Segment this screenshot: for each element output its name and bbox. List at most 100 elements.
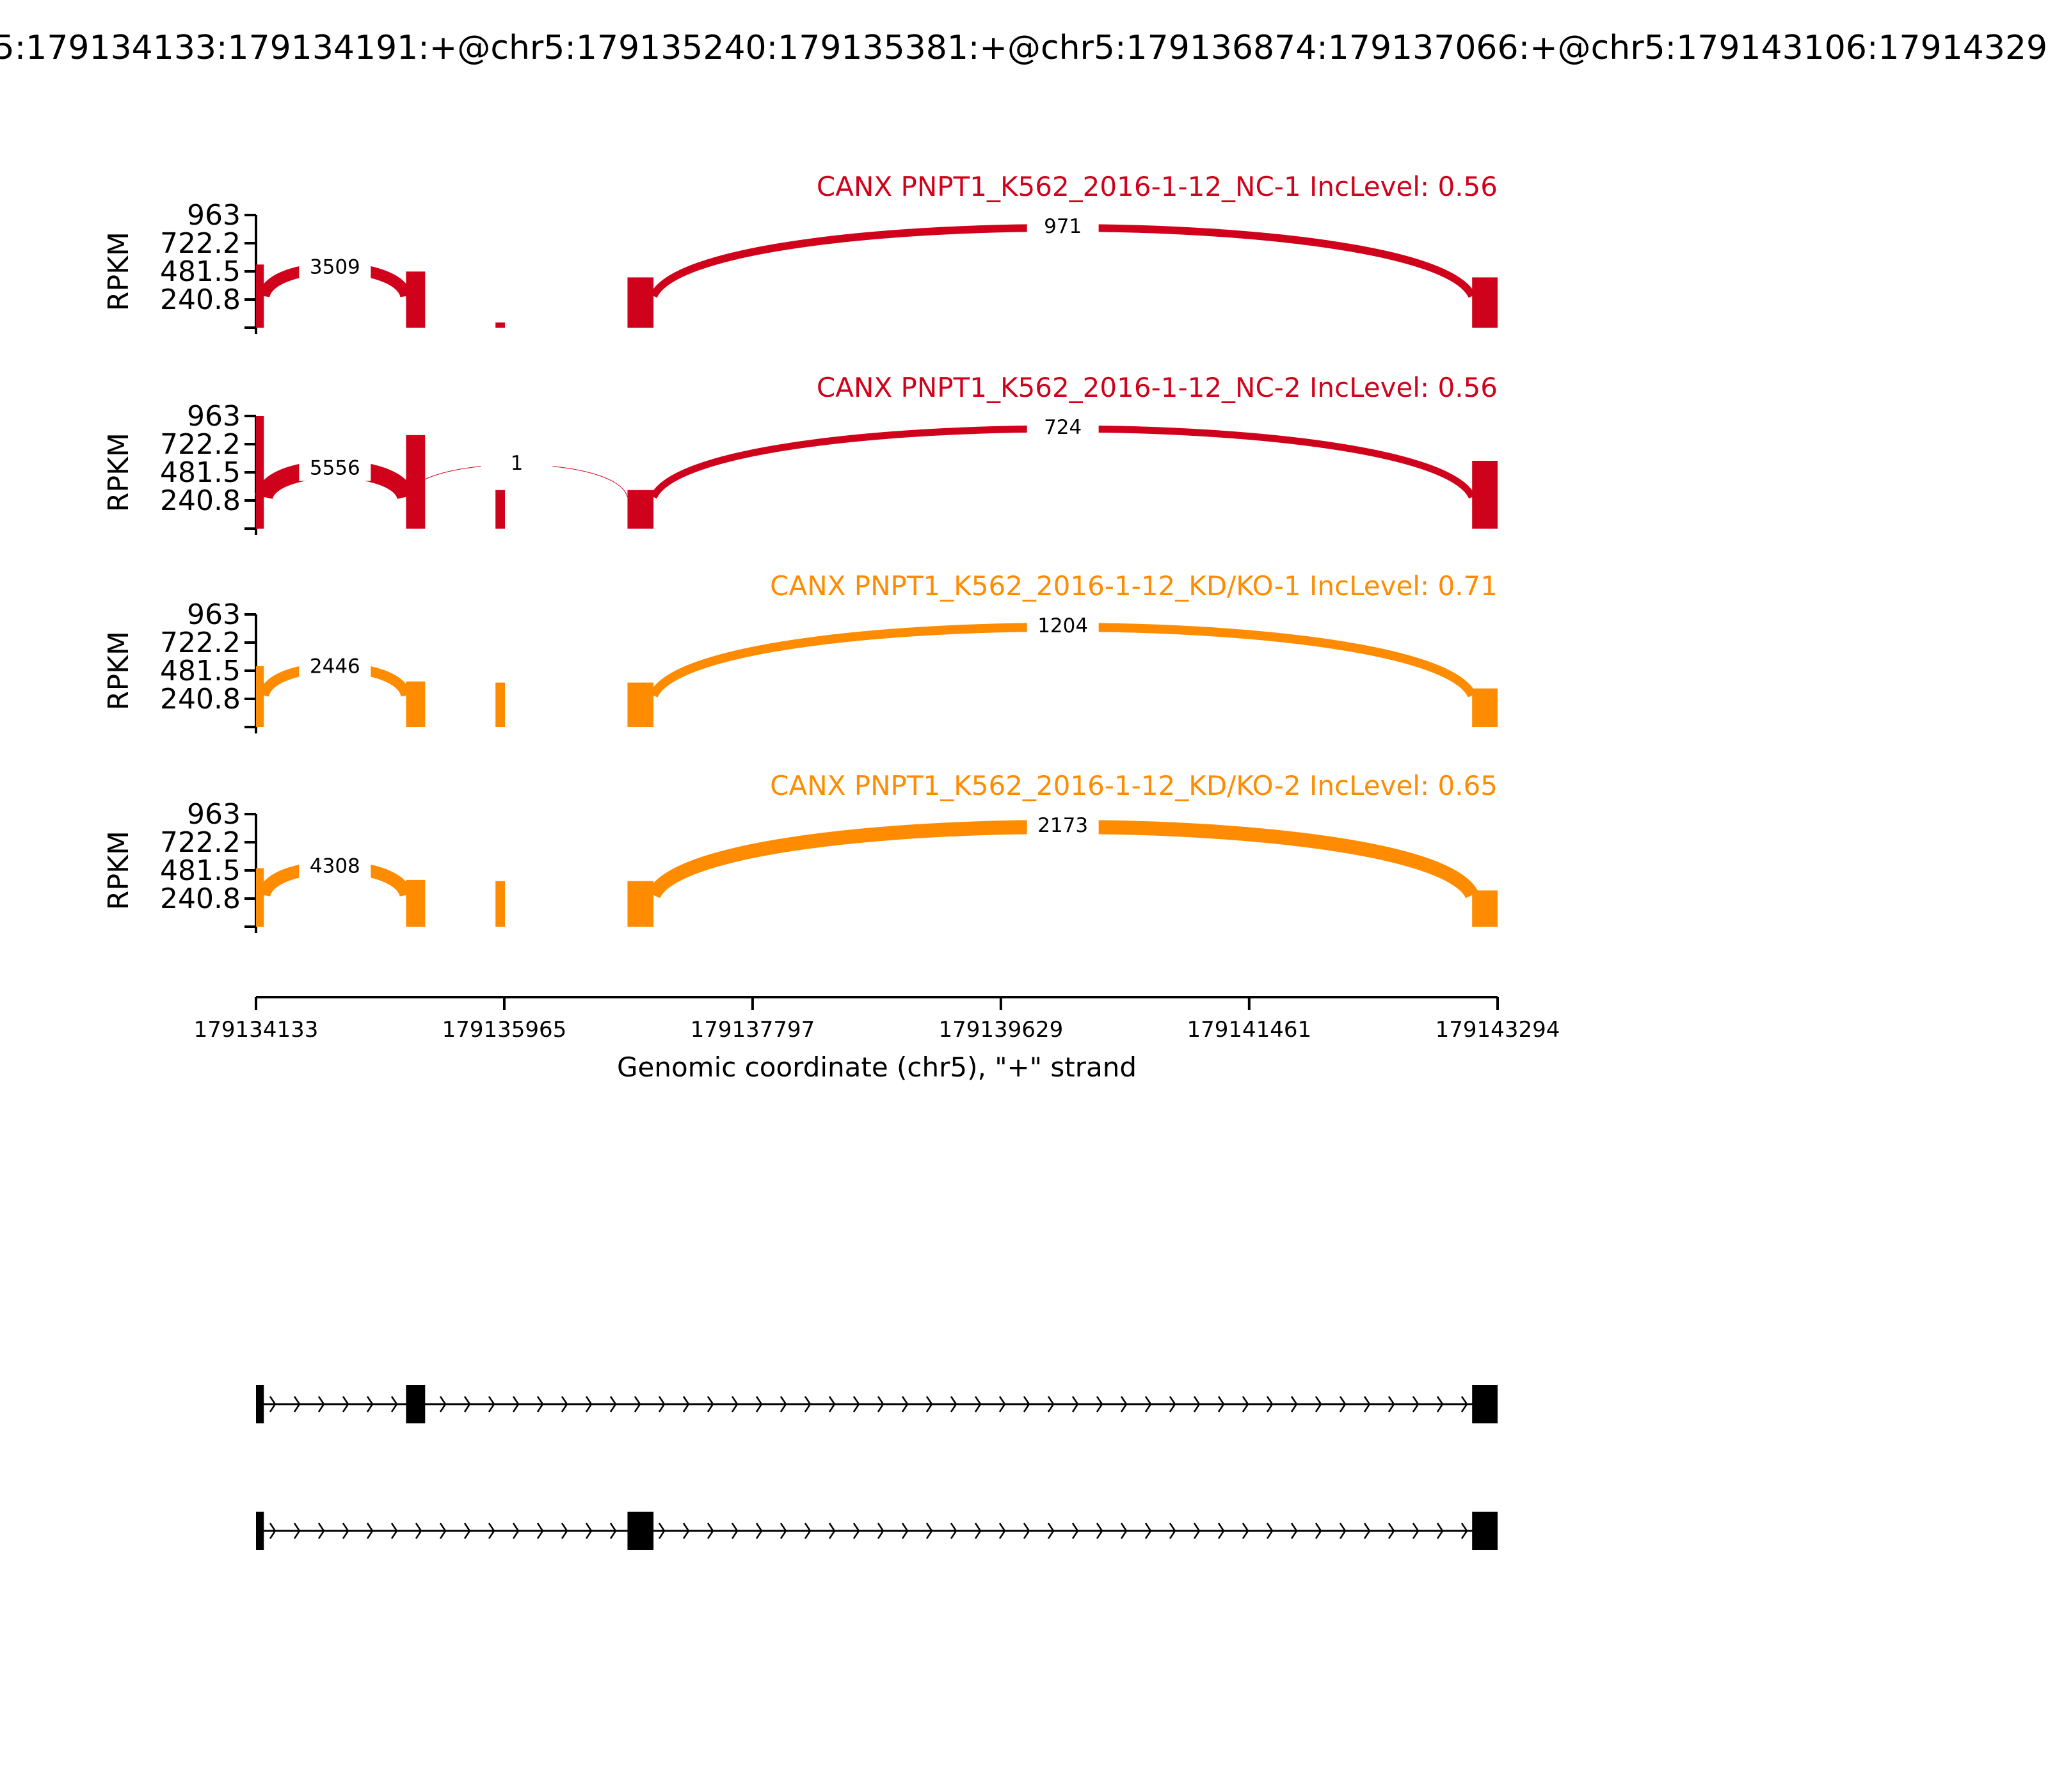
strand-arrow (269, 1396, 276, 1412)
y-axis-label: RPKM (102, 831, 135, 910)
y-tick-label: 240.8 (160, 284, 241, 316)
strand-arrow (658, 1396, 666, 1412)
strand-arrow (1096, 1396, 1103, 1412)
plot-title: chr5:179134133:179134191:+@chr5:17913524… (0, 29, 2048, 67)
strand-arrow (1144, 1523, 1152, 1539)
strand-arrow (366, 1396, 374, 1412)
coverage-block (256, 264, 264, 328)
x-axis-label: Genomic coordinate (chr5), "+" strand (617, 1052, 1137, 1083)
junction-label-bg (1027, 212, 1099, 239)
strand-arrow (707, 1523, 714, 1539)
coverage-block (495, 490, 506, 529)
strand-arrow (1023, 1523, 1030, 1539)
isoform-exon (256, 1512, 264, 1550)
strand-arrow (1217, 1396, 1225, 1412)
y-tick-label: 722.2 (160, 627, 241, 659)
strand-arrow (998, 1396, 1006, 1412)
strand-arrow (1169, 1523, 1176, 1539)
y-axis-label: RPKM (102, 232, 135, 311)
strand-arrow (585, 1523, 593, 1539)
strand-arrow (950, 1523, 957, 1539)
strand-arrow (536, 1396, 544, 1412)
junction-count-label: 3509 (310, 255, 360, 278)
strand-arrow (1315, 1523, 1322, 1539)
strand-arrow (1290, 1396, 1298, 1412)
coverage-block (495, 322, 506, 328)
strand-arrow (731, 1396, 739, 1412)
strand-arrow (682, 1396, 690, 1412)
coverage-block (1472, 277, 1498, 328)
strand-arrow (828, 1523, 836, 1539)
coverage-block (406, 271, 426, 328)
strand-arrow (1120, 1396, 1128, 1412)
strand-arrow (852, 1396, 860, 1412)
strand-arrow (488, 1523, 495, 1539)
y-tick-label: 481.5 (160, 854, 241, 887)
isoform-1 (256, 1385, 1498, 1423)
junction-count-label: 724 (1044, 416, 1082, 439)
strand-arrow (1290, 1523, 1298, 1539)
strand-arrow (293, 1396, 301, 1412)
strand-arrow (1242, 1396, 1249, 1412)
y-tick-label: 481.5 (160, 456, 241, 489)
coverage-block (406, 681, 426, 727)
strand-arrow (1071, 1396, 1079, 1412)
x-tick-label: 179143294 (1436, 1017, 1560, 1043)
strand-arrow (1023, 1396, 1030, 1412)
y-tick-label: 963 (187, 199, 241, 232)
coverage-block (1472, 688, 1498, 727)
junction-count-label: 4308 (310, 854, 360, 877)
strand-arrow (609, 1523, 617, 1539)
y-tick-label: 722.2 (160, 826, 241, 859)
strand-arrow (561, 1523, 568, 1539)
strand-arrow (488, 1396, 495, 1412)
x-tick-label: 179135965 (442, 1017, 567, 1043)
y-tick-label: 722.2 (160, 227, 241, 260)
strand-arrow (1412, 1523, 1420, 1539)
junction-label-bg (1027, 611, 1099, 639)
junction-count-label: 2173 (1037, 814, 1088, 837)
y-tick-label: 240.8 (160, 484, 241, 517)
strand-arrow (755, 1523, 763, 1539)
strand-arrow (561, 1396, 568, 1412)
panel-label: CANX PNPT1_K562_2016-1-12_KD/KO-1 IncLev… (770, 570, 1498, 602)
strand-arrow (463, 1396, 471, 1412)
junction-label-bg (299, 253, 371, 280)
strand-arrow (901, 1396, 909, 1412)
strand-arrow (342, 1523, 349, 1539)
strand-arrow (317, 1523, 325, 1539)
coverage-block (1472, 890, 1498, 927)
strand-arrow (1217, 1523, 1225, 1539)
coverage-block (627, 277, 654, 328)
strand-arrow (1363, 1396, 1371, 1412)
panel-label: CANX PNPT1_K562_2016-1-12_KD/KO-2 IncLev… (770, 770, 1498, 801)
strand-arrow (658, 1523, 666, 1539)
strand-arrow (1193, 1523, 1201, 1539)
coverage-block (495, 682, 506, 727)
strand-arrow (439, 1396, 447, 1412)
strand-arrow (925, 1523, 933, 1539)
strand-arrow (731, 1523, 739, 1539)
strand-arrow (1266, 1396, 1274, 1412)
junction-count-label: 5556 (310, 456, 360, 479)
junction-count-label: 971 (1044, 215, 1082, 238)
strand-arrow (974, 1396, 982, 1412)
x-axis: 179134133 179135965 179137797 179139629 1791… (194, 996, 1560, 1043)
coverage-block (256, 868, 264, 927)
strand-arrow (1412, 1396, 1420, 1412)
junction-label-bg (299, 454, 371, 481)
coverage-block (627, 490, 654, 529)
strand-arrow (609, 1396, 617, 1412)
strand-arrow (925, 1396, 933, 1412)
strand-arrow (342, 1396, 349, 1412)
strand-arrow (828, 1396, 836, 1412)
coverage-block (256, 666, 264, 727)
strand-arrow (682, 1523, 690, 1539)
strand-arrow (877, 1396, 884, 1412)
strand-arrow (390, 1523, 398, 1539)
strand-arrow (439, 1523, 447, 1539)
strand-arrow (317, 1396, 325, 1412)
